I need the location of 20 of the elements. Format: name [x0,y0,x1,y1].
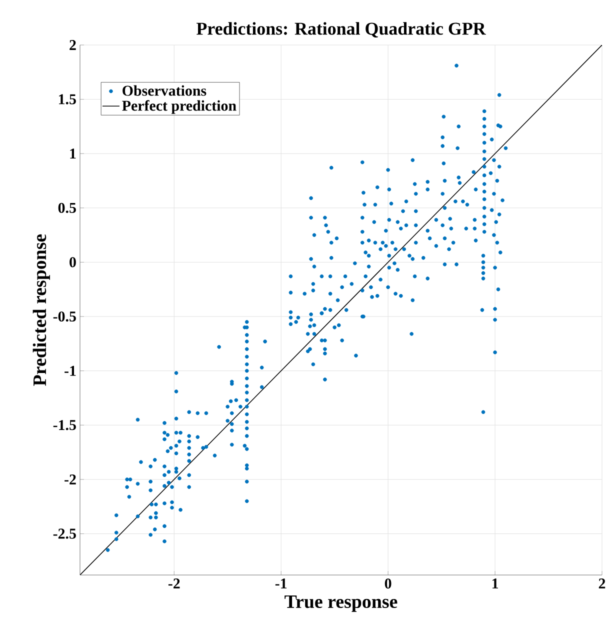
x-tick-label: 0 [384,578,392,589]
y-tick-label: 0 [70,257,76,268]
y-tick-label: -2.5 [53,528,76,539]
y-tick-label: 1.5 [59,94,76,104]
legend-label: Perfect prediction [122,100,236,114]
y-tick-label: 2 [70,40,76,50]
x-tick-label: 1 [492,578,498,588]
y-tick-label: 1 [70,148,76,159]
x-axis-title: True response [284,595,398,612]
y-tick-label: -2 [64,474,76,484]
y-tick-label: 0.5 [58,202,76,213]
legend-label: Observations [122,85,206,96]
y-tick-label: -1.5 [53,420,76,430]
y-axis-title: Predicted response [32,234,50,386]
y-tick-label: -0.5 [53,311,76,322]
x-tick-label: -2 [168,578,180,588]
x-tick-label: -1 [275,578,287,588]
chart-title: Predictions: Rational Quadratic GPR [196,22,486,38]
x-tick-label: 2 [598,578,606,588]
y-tick-label: -1 [64,366,76,376]
